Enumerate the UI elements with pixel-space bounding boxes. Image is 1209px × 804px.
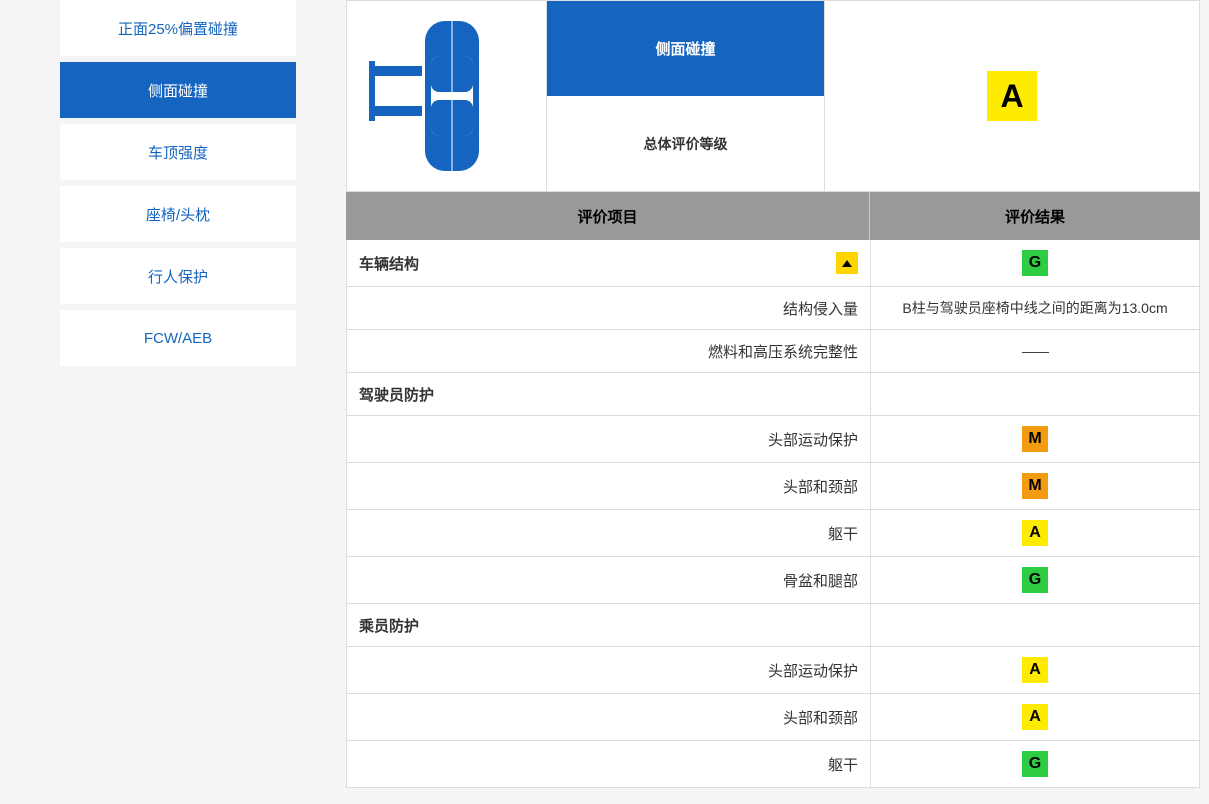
table-row: 躯干 G <box>346 741 1200 788</box>
sidebar-item-5[interactable]: FCW/AEB <box>60 310 296 366</box>
sidebar: 正面25%偏置碰撞侧面碰撞车顶强度座椅/头枕行人保护 FCW/AEB <box>60 0 296 788</box>
rating-badge: A <box>1022 704 1048 730</box>
item-label: 头部和颈部 <box>347 463 871 509</box>
item-label: 头部运动保护 <box>347 416 871 462</box>
result-cell: —— <box>871 330 1199 372</box>
summary-mid: 侧面碰撞 总体评价等级 <box>547 1 825 191</box>
test-diagram <box>347 1 547 191</box>
result-cell: A <box>871 647 1199 693</box>
result-cell: G <box>871 741 1199 787</box>
collapse-toggle-icon[interactable] <box>836 252 858 274</box>
rating-badge: G <box>1022 567 1048 593</box>
item-label: 结构侵入量 <box>347 287 871 329</box>
sidebar-item-1[interactable]: 侧面碰撞 <box>60 62 296 118</box>
sidebar-item-2[interactable]: 车顶强度 <box>60 124 296 180</box>
table-row: 头部和颈部 A <box>346 694 1200 741</box>
table-row: 头部和颈部 M <box>346 463 1200 510</box>
result-text: B柱与驾驶员座椅中线之间的距离为13.0cm <box>902 298 1167 318</box>
result-cell <box>871 604 1199 646</box>
overall-rating-cell: A <box>825 1 1199 191</box>
rating-badge: M <box>1022 473 1048 499</box>
main-content: 侧面碰撞 总体评价等级 A 评价项目 评价结果 车辆结构 G 结构侵入量 B柱与驾驶员… <box>346 0 1200 788</box>
section-label: 驾驶员防护 <box>347 373 871 415</box>
section-label: 车辆结构 <box>347 240 871 286</box>
result-cell: G <box>871 240 1199 286</box>
result-cell: A <box>871 694 1199 740</box>
result-cell: G <box>871 557 1199 603</box>
summary-header: 侧面碰撞 总体评价等级 A <box>346 0 1200 192</box>
section-label: 乘员防护 <box>347 604 871 646</box>
table-row: 燃料和高压系统完整性 —— <box>346 330 1200 373</box>
result-cell <box>871 373 1199 415</box>
sidebar-item-4[interactable]: 行人保护 <box>60 248 296 304</box>
col-header-item: 评价项目 <box>346 192 870 240</box>
table-row: 结构侵入量 B柱与驾驶员座椅中线之间的距离为13.0cm <box>346 287 1200 330</box>
overall-rating-badge: A <box>987 71 1037 121</box>
item-label: 头部运动保护 <box>347 647 871 693</box>
rating-badge: M <box>1022 426 1048 452</box>
table-row: 躯干 A <box>346 510 1200 557</box>
table-row: 车辆结构 G <box>346 240 1200 287</box>
result-cell: M <box>871 463 1199 509</box>
table-header: 评价项目 评价结果 <box>346 192 1200 240</box>
result-cell: M <box>871 416 1199 462</box>
col-header-result: 评价结果 <box>870 192 1200 240</box>
table-row: 骨盆和腿部 G <box>346 557 1200 604</box>
item-label: 燃料和高压系统完整性 <box>347 330 871 372</box>
test-name: 侧面碰撞 <box>547 1 824 96</box>
item-label: 头部和颈部 <box>347 694 871 740</box>
sidebar-item-0[interactable]: 正面25%偏置碰撞 <box>60 0 296 56</box>
side-impact-car-icon <box>367 11 527 181</box>
table-row: 头部运动保护 M <box>346 416 1200 463</box>
item-label: 躯干 <box>347 741 871 787</box>
result-cell: B柱与驾驶员座椅中线之间的距离为13.0cm <box>871 287 1199 329</box>
overall-rating-label: 总体评价等级 <box>547 96 824 191</box>
item-label: 躯干 <box>347 510 871 556</box>
rating-badge: A <box>1022 520 1048 546</box>
rating-badge: G <box>1022 250 1048 276</box>
table-row: 驾驶员防护 <box>346 373 1200 416</box>
table-row: 头部运动保护 A <box>346 647 1200 694</box>
sidebar-item-3[interactable]: 座椅/头枕 <box>60 186 296 242</box>
item-label: 骨盆和腿部 <box>347 557 871 603</box>
rating-badge: G <box>1022 751 1048 777</box>
result-cell: A <box>871 510 1199 556</box>
result-text: —— <box>1022 343 1048 359</box>
rating-badge: A <box>1022 657 1048 683</box>
table-row: 乘员防护 <box>346 604 1200 647</box>
